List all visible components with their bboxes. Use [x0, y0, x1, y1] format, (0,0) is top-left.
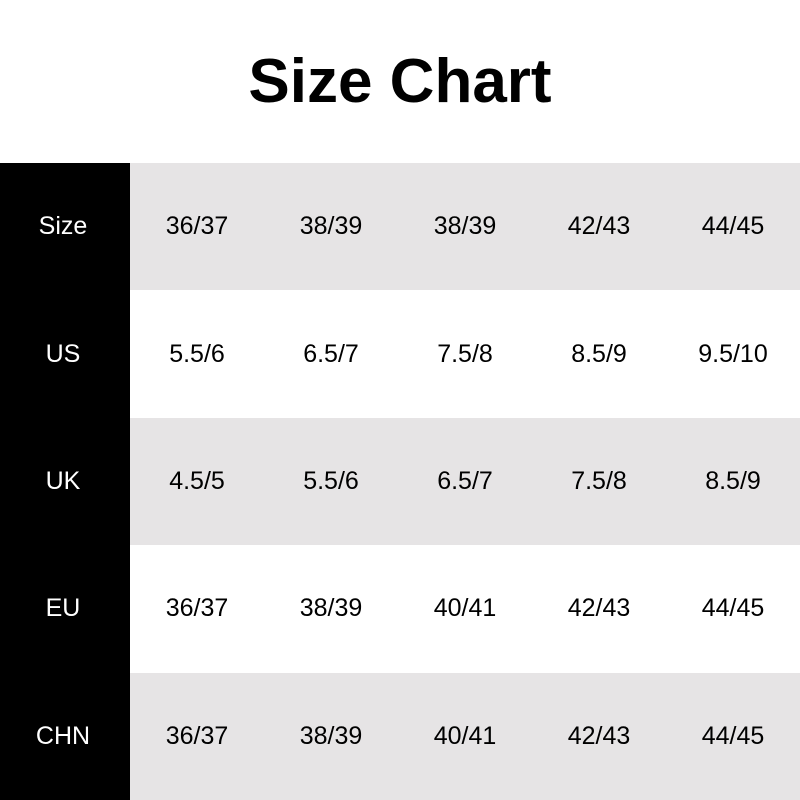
- table-cell: 36/37: [165, 212, 229, 241]
- table-cell: 7.5/8: [437, 339, 493, 368]
- table-cell: 42/43: [567, 594, 631, 623]
- row-label: EU: [0, 545, 130, 673]
- row-cells: 36/37 38/39 38/39 42/43 44/45: [130, 163, 800, 291]
- table-cell: 38/39: [433, 212, 497, 241]
- table-cell: 44/45: [701, 594, 765, 623]
- row-cells: 36/37 38/39 40/41 42/43 44/45: [130, 545, 800, 672]
- row-label: UK: [0, 417, 130, 546]
- table-cell: 42/43: [567, 212, 631, 241]
- table-cell: 42/43: [567, 721, 631, 750]
- table-cell: 38/39: [299, 594, 363, 623]
- table-cell: 38/39: [299, 212, 363, 241]
- table-cell: 44/45: [701, 721, 765, 750]
- page-title: Size Chart: [248, 47, 552, 116]
- table-row: EU 36/37 38/39 40/41 42/43 44/45: [0, 545, 800, 673]
- row-cells: 5.5/6 6.5/7 7.5/8 8.5/9 9.5/10: [130, 290, 800, 417]
- row-label: Size: [0, 163, 130, 291]
- table-cell: 5.5/6: [169, 339, 225, 368]
- table-cell: 38/39: [299, 721, 363, 750]
- table-cell: 40/41: [433, 721, 497, 750]
- row-label: CHN: [0, 672, 130, 800]
- row-cells: 4.5/5 5.5/6 6.5/7 7.5/8 8.5/9: [130, 417, 800, 546]
- table-cell: 9.5/10: [698, 339, 768, 368]
- row-cells: 36/37 38/39 40/41 42/43 44/45: [130, 672, 800, 800]
- table-cell: 6.5/7: [437, 466, 493, 495]
- table-cell: 4.5/5: [169, 466, 225, 495]
- table-row: CHN 36/37 38/39 40/41 42/43 44/45: [0, 672, 800, 800]
- table-cell: 5.5/6: [303, 466, 359, 495]
- table-cell: 7.5/8: [571, 466, 627, 495]
- table-cell: 44/45: [701, 212, 765, 241]
- row-label: US: [0, 290, 130, 418]
- table-cell: 8.5/9: [571, 339, 627, 368]
- table-row: Size 36/37 38/39 38/39 42/43 44/45: [0, 163, 800, 291]
- table-row: US 5.5/6 6.5/7 7.5/8 8.5/9 9.5/10: [0, 290, 800, 418]
- table-cell: 8.5/9: [705, 466, 761, 495]
- table-row: UK 4.5/5 5.5/6 6.5/7 7.5/8 8.5/9: [0, 417, 800, 546]
- table-cell: 36/37: [165, 721, 229, 750]
- size-table: Size 36/37 38/39 38/39 42/43 44/45 US 5.5/6 6.5/…: [0, 163, 800, 800]
- table-cell: 6.5/7: [303, 339, 359, 368]
- table-cell: 36/37: [165, 594, 229, 623]
- table-cell: 40/41: [433, 594, 497, 623]
